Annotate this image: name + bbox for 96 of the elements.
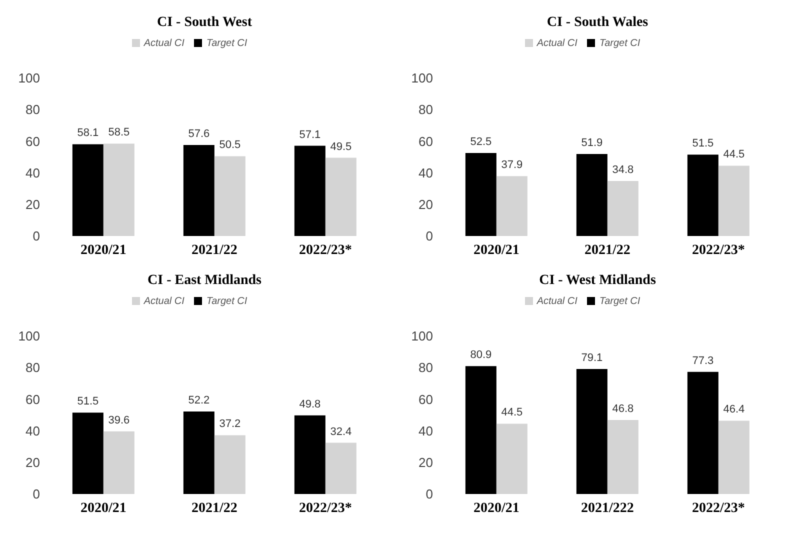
chart-title: CI - West Midlands [538, 272, 657, 290]
y-tick-label: 0 [32, 486, 40, 502]
bar [576, 154, 608, 236]
data-label: 44.5 [501, 406, 523, 419]
x-tick-label: 2020/21 [80, 242, 126, 258]
bar [294, 415, 326, 494]
bar [607, 181, 638, 236]
y-tick-label: 40 [418, 165, 433, 180]
bar [325, 442, 356, 494]
bar [72, 412, 104, 494]
data-label: 37.9 [501, 159, 523, 172]
y-tick-label: 0 [426, 228, 433, 244]
legend-label: Target CI [599, 38, 640, 49]
bar [325, 158, 356, 236]
bar [496, 424, 528, 494]
bar [183, 412, 214, 494]
data-label: 49.8 [299, 398, 321, 410]
bar [465, 366, 496, 494]
legend-label: Actual CI [144, 38, 184, 49]
bar [183, 144, 214, 236]
y-tick-label: 40 [26, 165, 40, 180]
x-tick-label: 2021/22 [192, 500, 238, 516]
bar [72, 144, 104, 236]
data-label: 46.4 [723, 404, 745, 416]
y-tick-label: 100 [411, 70, 433, 86]
data-label: 44.5 [723, 148, 745, 161]
bar [607, 420, 638, 494]
x-tick-label: 2020/21 [474, 500, 520, 516]
x-tick-label: 2022/23* [299, 500, 352, 516]
y-tick-label: 20 [418, 197, 433, 212]
chart-title: CI - South Wales [546, 14, 650, 32]
bar [214, 435, 246, 494]
y-tick-label: 100 [18, 328, 40, 344]
bar [718, 420, 750, 494]
bar [496, 176, 528, 236]
data-label: 51.9 [581, 137, 603, 149]
data-label: 80.9 [470, 349, 492, 362]
y-tick-label: 60 [26, 392, 40, 407]
legend-label: Target CI [206, 38, 248, 49]
bar [576, 369, 608, 494]
bar [465, 153, 496, 236]
y-tick-label: 20 [418, 455, 433, 470]
data-label: 79.1 [581, 352, 603, 364]
y-tick-label: 80 [26, 102, 40, 118]
data-label: 49.5 [330, 140, 352, 153]
y-tick-label: 0 [32, 228, 40, 244]
data-label: 52.2 [188, 394, 210, 407]
bar [294, 146, 326, 236]
data-label: 46.8 [612, 403, 634, 416]
data-label: 57.1 [299, 128, 321, 141]
chart-title: CI - East Midlands [146, 272, 262, 290]
data-label: 52.5 [470, 136, 492, 148]
y-tick-label: 80 [418, 102, 433, 118]
legend-label: Target CI [206, 296, 248, 307]
y-tick-label: 60 [418, 392, 433, 407]
data-label: 51.5 [692, 138, 714, 150]
y-tick-label: 40 [26, 423, 40, 438]
data-label: 37.2 [219, 418, 241, 430]
bar [214, 156, 246, 236]
y-tick-label: 100 [411, 328, 433, 344]
legend-label: Target CI [599, 296, 640, 307]
data-label: 57.6 [188, 128, 210, 140]
data-label: 32.4 [330, 426, 352, 438]
x-tick-label: 2021/22 [192, 242, 238, 258]
x-tick-label: 2020/21 [474, 242, 520, 258]
y-tick-label: 20 [26, 197, 40, 212]
bar [103, 431, 134, 494]
x-tick-label: 2022/23* [692, 500, 745, 516]
bar [687, 372, 718, 494]
legend-label: Actual CI [144, 296, 184, 307]
chart-title: CI - South West [156, 14, 254, 32]
data-label: 51.5 [77, 396, 99, 408]
y-tick-label: 20 [26, 455, 40, 470]
x-tick-label: 2022/23* [692, 242, 745, 258]
y-tick-label: 80 [26, 360, 40, 376]
legend-label: Actual CI [536, 296, 578, 307]
data-label: 50.5 [219, 139, 241, 152]
y-tick-label: 0 [426, 486, 433, 502]
legend-label: Actual CI [536, 38, 578, 49]
y-tick-label: 40 [418, 423, 433, 438]
bar [103, 144, 134, 236]
x-tick-label: 2021/222 [581, 500, 634, 516]
y-tick-label: 80 [418, 360, 433, 376]
data-label: 58.1 [77, 127, 99, 140]
x-tick-label: 2020/21 [80, 500, 126, 516]
x-tick-label: 2022/23* [299, 242, 352, 258]
data-label: 58.5 [108, 126, 130, 139]
y-tick-label: 100 [18, 70, 40, 86]
bar [718, 166, 750, 236]
data-label: 39.6 [108, 414, 130, 426]
x-tick-label: 2021/22 [584, 242, 630, 258]
y-tick-label: 60 [418, 134, 433, 149]
data-label: 77.3 [692, 354, 714, 367]
bar [687, 154, 718, 236]
y-tick-label: 60 [26, 134, 40, 149]
data-label: 34.8 [612, 164, 634, 176]
